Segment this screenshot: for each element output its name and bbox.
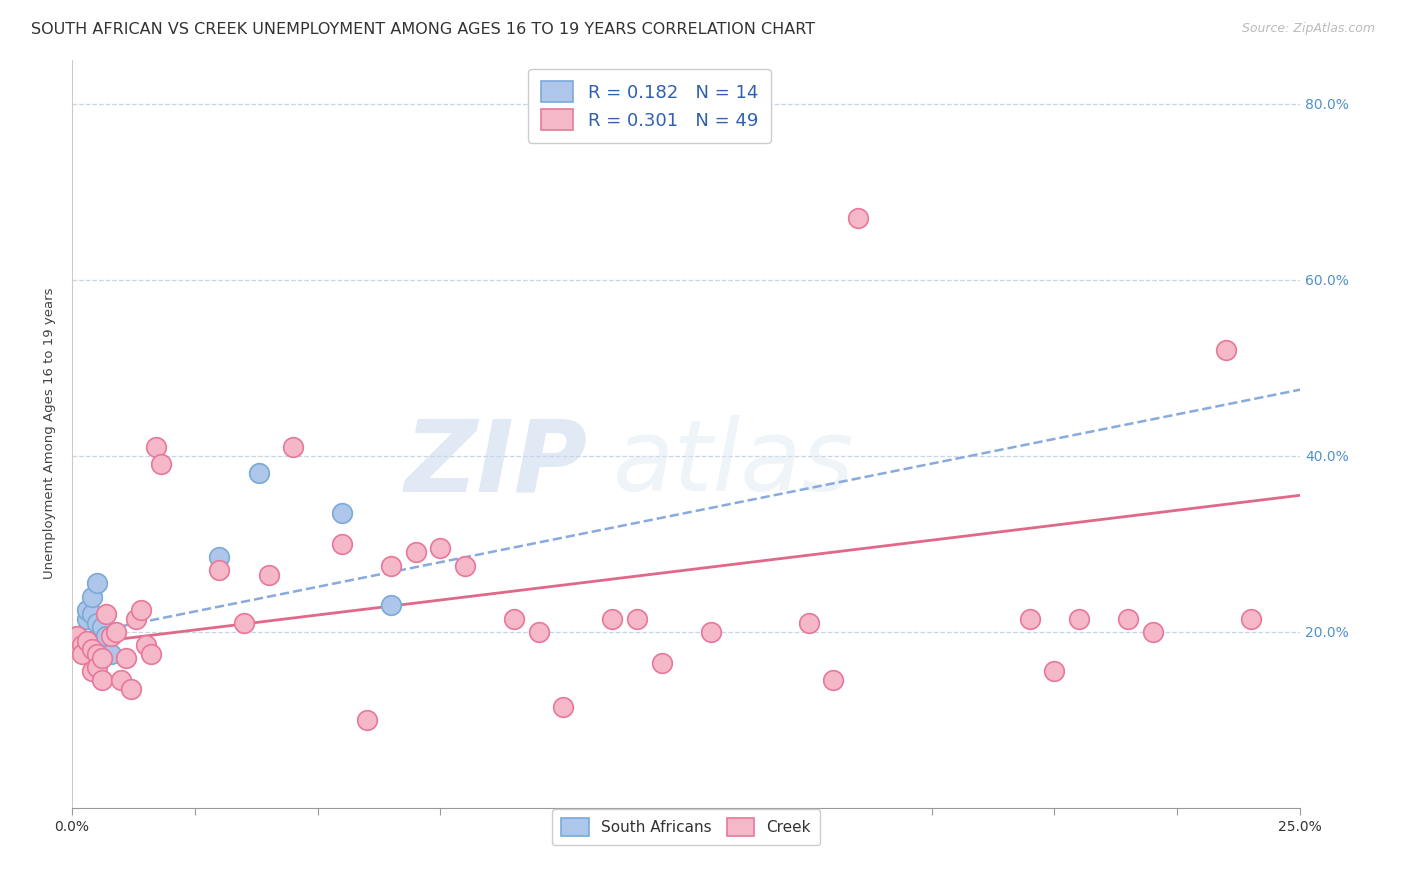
Point (1043, 665, 1066, 679)
Point (503, 611, 526, 625)
Point (281, 440, 304, 454)
Point (90, 673, 112, 687)
Point (76, 633, 98, 648)
Point (257, 567, 280, 582)
Point (553, 699, 575, 714)
Point (149, 458, 172, 472)
Point (626, 611, 648, 625)
Point (405, 545, 427, 559)
Point (135, 638, 157, 652)
Point (208, 563, 231, 577)
Point (120, 681, 142, 696)
Text: Source: ZipAtlas.com: Source: ZipAtlas.com (1241, 22, 1375, 36)
Point (247, 467, 270, 481)
Point (80, 642, 103, 657)
Point (1067, 611, 1090, 625)
Point (1116, 611, 1139, 625)
Point (1019, 611, 1042, 625)
Point (105, 624, 128, 639)
Point (90, 651, 112, 665)
Point (233, 615, 256, 630)
Point (380, 599, 402, 613)
Text: ZIP: ZIP (405, 415, 588, 512)
Point (330, 537, 353, 551)
Point (1240, 611, 1263, 625)
Point (797, 615, 820, 630)
Point (76, 603, 98, 617)
Point (1142, 624, 1164, 639)
Point (429, 541, 451, 555)
Point (125, 611, 148, 625)
Point (70, 647, 93, 661)
Point (208, 549, 231, 564)
Point (80, 607, 103, 621)
Point (823, 673, 845, 687)
Point (1215, 343, 1237, 357)
Point (602, 611, 624, 625)
Point (90, 620, 112, 634)
Point (86, 615, 108, 630)
Point (356, 713, 378, 727)
Point (100, 629, 122, 643)
Point (96, 629, 118, 643)
Point (76, 611, 98, 625)
Point (66, 629, 89, 643)
Point (129, 603, 152, 617)
Text: atlas: atlas (613, 415, 853, 512)
Point (80, 665, 103, 679)
Point (66, 629, 89, 643)
Point (86, 647, 108, 661)
Y-axis label: Unemployment Among Ages 16 to 19 years: Unemployment Among Ages 16 to 19 years (44, 288, 56, 580)
Point (139, 647, 162, 661)
Point (454, 558, 477, 573)
Point (651, 656, 673, 670)
Point (846, 211, 869, 225)
Point (100, 647, 122, 661)
Point (110, 673, 132, 687)
Point (115, 651, 138, 665)
Point (699, 624, 721, 639)
Point (145, 440, 167, 454)
Point (380, 558, 402, 573)
Point (96, 607, 118, 621)
Point (70, 638, 93, 652)
Point (527, 624, 550, 639)
Legend: South Africans, Creek: South Africans, Creek (553, 809, 820, 845)
Text: SOUTH AFRICAN VS CREEK UNEMPLOYMENT AMONG AGES 16 TO 19 YEARS CORRELATION CHART: SOUTH AFRICAN VS CREEK UNEMPLOYMENT AMON… (31, 22, 815, 37)
Point (86, 660, 108, 674)
Point (330, 506, 353, 520)
Point (80, 590, 103, 604)
Point (86, 576, 108, 591)
